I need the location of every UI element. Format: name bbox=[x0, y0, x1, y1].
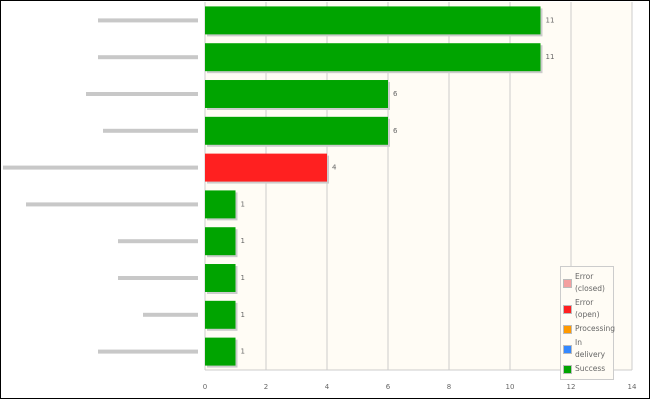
x-tick-label: 0 bbox=[203, 383, 207, 391]
bar bbox=[205, 43, 541, 72]
bar bbox=[205, 337, 236, 366]
legend-swatch bbox=[563, 278, 572, 288]
redacted-label bbox=[98, 55, 198, 60]
value-label: 1 bbox=[241, 311, 245, 319]
redacted-label bbox=[143, 312, 198, 317]
bar bbox=[205, 116, 388, 145]
redacted-label bbox=[98, 18, 198, 23]
redacted-label bbox=[118, 239, 198, 244]
legend-swatch bbox=[563, 324, 572, 334]
value-label: 4 bbox=[332, 164, 337, 172]
x-tick-label: 12 bbox=[567, 383, 576, 391]
redacted-label bbox=[98, 349, 198, 354]
legend-label: Error (closed) bbox=[575, 272, 605, 293]
value-label: 6 bbox=[393, 127, 398, 135]
value-label: 1 bbox=[241, 348, 245, 356]
legend-swatch bbox=[563, 364, 572, 374]
redacted-label bbox=[86, 92, 198, 96]
legend-item: Processing bbox=[563, 323, 616, 335]
x-tick-label: 2 bbox=[264, 383, 268, 391]
legend-item: In delivery bbox=[563, 337, 611, 361]
x-tick-label: 10 bbox=[506, 383, 515, 391]
redacted-label bbox=[103, 128, 198, 133]
bar bbox=[205, 6, 541, 35]
bar bbox=[205, 227, 236, 256]
legend: Error (closed) Error (open) Processing In d… bbox=[560, 266, 616, 380]
x-tick-label: 6 bbox=[386, 383, 391, 391]
x-tick-label: 4 bbox=[325, 383, 330, 391]
legend-label: Error (open) bbox=[575, 298, 600, 319]
legend-label: Processing bbox=[575, 324, 616, 333]
redacted-label bbox=[3, 165, 198, 170]
bar bbox=[205, 190, 236, 219]
bar bbox=[205, 300, 236, 329]
redacted-label bbox=[118, 276, 198, 280]
legend-item: Error (closed) bbox=[563, 271, 611, 295]
legend-swatch bbox=[563, 344, 572, 354]
value-label: 1 bbox=[241, 274, 245, 282]
bar bbox=[205, 80, 388, 108]
value-label: 1 bbox=[241, 200, 245, 208]
redacted-label bbox=[26, 202, 198, 207]
value-label: 11 bbox=[546, 53, 555, 61]
x-tick-label: 8 bbox=[447, 383, 451, 391]
bar bbox=[205, 153, 327, 182]
legend-label: Success bbox=[575, 364, 606, 373]
value-label: 6 bbox=[393, 90, 398, 98]
legend-item: Error (open) bbox=[563, 297, 611, 321]
x-tick-label: 14 bbox=[628, 383, 637, 391]
value-label: 1 bbox=[241, 237, 245, 245]
legend-label: In delivery bbox=[575, 338, 606, 359]
bar bbox=[205, 264, 236, 292]
legend-item: Success bbox=[563, 363, 611, 375]
value-label: 11 bbox=[546, 16, 555, 24]
legend-swatch bbox=[563, 304, 572, 314]
